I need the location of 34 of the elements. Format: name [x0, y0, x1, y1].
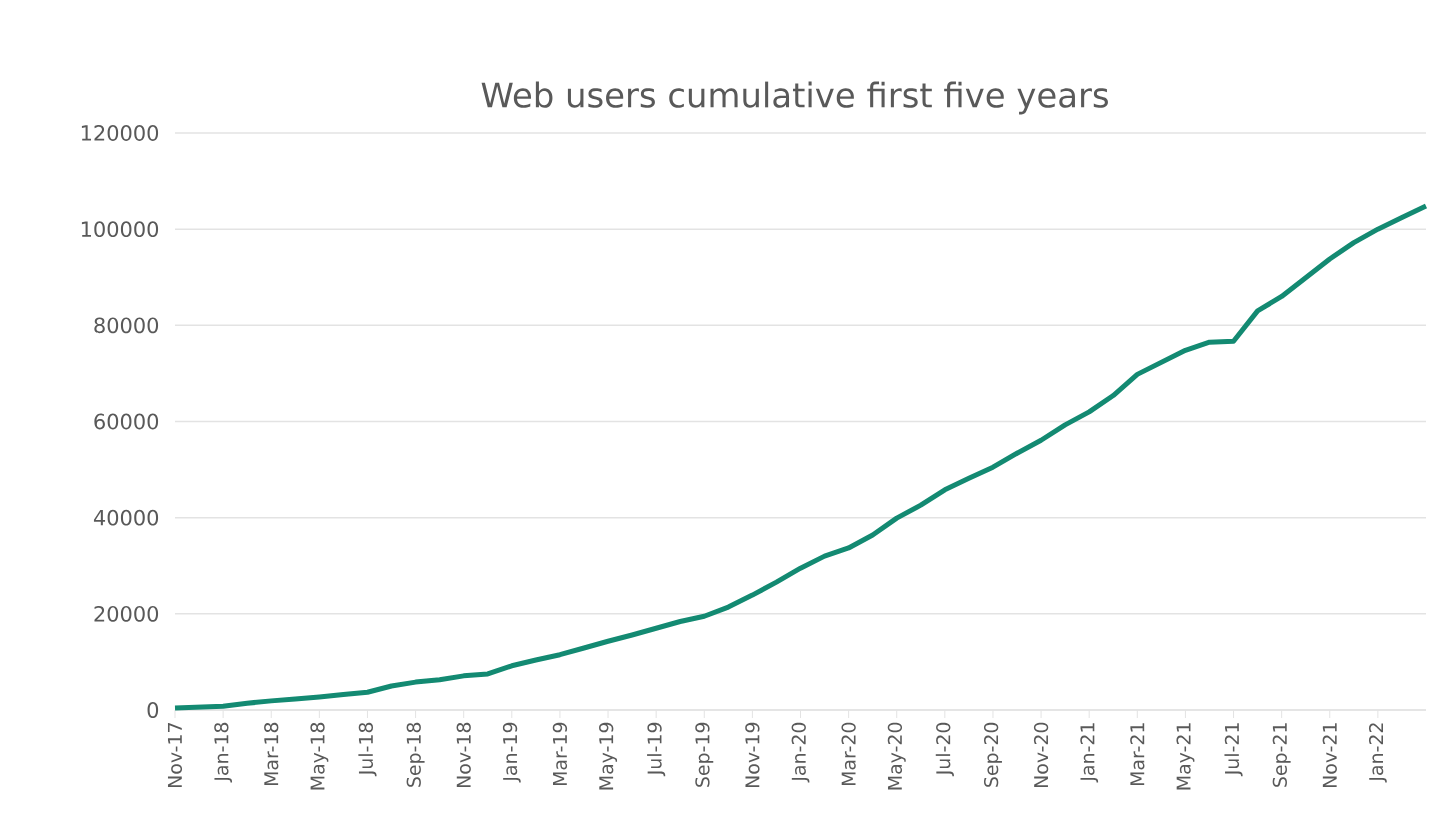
x-tick-label: May-20: [887, 722, 906, 790]
y-tick-label: 80000: [94, 317, 159, 334]
x-tick-label: Sep-20: [983, 722, 1002, 787]
x-tick-label: Jul-20: [935, 722, 954, 777]
x-tick-label: Sep-19: [695, 722, 714, 787]
y-tick-label: 100000: [81, 221, 159, 238]
x-tick-label: Jan-19: [502, 722, 521, 783]
y-tick-label: 120000: [81, 125, 159, 141]
chart-title: Web users cumulative first five years: [481, 81, 1108, 115]
x-tick-label: Jul-21: [1224, 723, 1243, 777]
x-tick-label: Jan-21: [1080, 723, 1099, 783]
x-tick-label: Nov-19: [745, 722, 760, 788]
x-tick-label: Jan-18: [214, 722, 233, 783]
x-tick-label: Mar-18: [264, 722, 279, 786]
x-tick-label: Mar-21: [1130, 723, 1145, 786]
x-tick-label: Jan-22: [1368, 723, 1387, 783]
x-tick-label: Jul-19: [647, 722, 666, 777]
y-tick-label: 0: [147, 702, 159, 718]
x-tick-label: Sep-21: [1272, 723, 1291, 787]
y-tick-label: 40000: [93, 509, 159, 526]
x-tick-label: Mar-20: [841, 722, 856, 786]
x-tick-label: Mar-19: [552, 722, 568, 786]
x-tick-label: Nov-20: [1033, 722, 1049, 788]
x-tick-label: Sep-18: [406, 722, 425, 787]
y-tick-label: 20000: [94, 605, 159, 622]
x-tick-label: May-21: [1176, 723, 1195, 790]
x-tick-label: Jul-18: [358, 722, 377, 777]
x-tick-label: Jan-20: [791, 722, 810, 783]
y-tick-label: 60000: [94, 413, 159, 430]
x-tick-label: Nov-17: [167, 723, 183, 788]
x-tick-label: Nov-18: [456, 722, 471, 788]
x-tick-label: May-18: [310, 722, 329, 790]
x-tick-label: May-19: [599, 722, 618, 790]
x-tick-label: Nov-21: [1322, 723, 1337, 788]
